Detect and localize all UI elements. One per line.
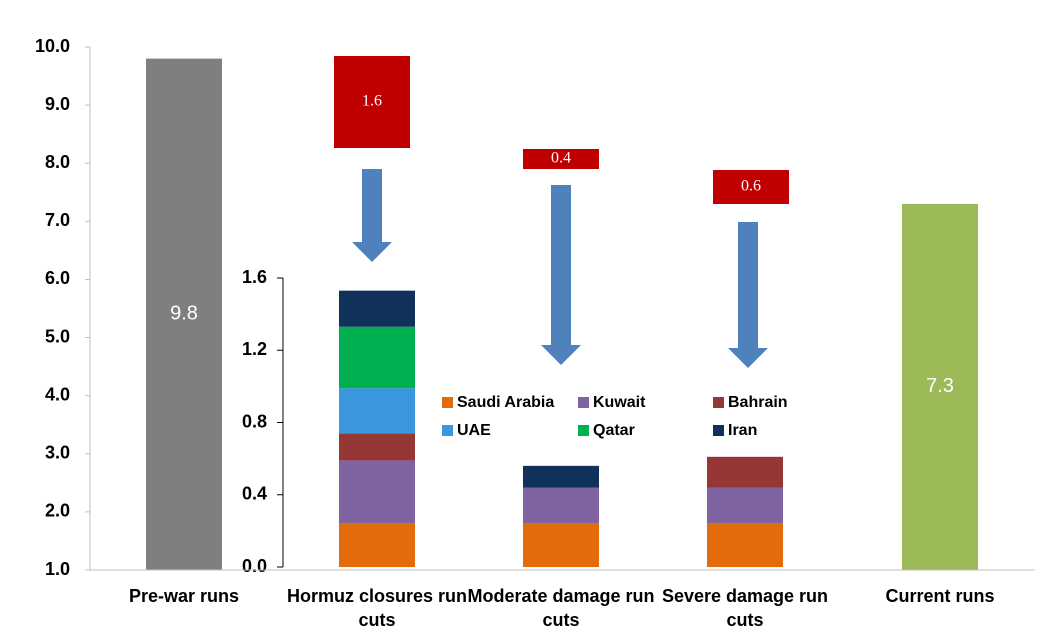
legend-swatch (578, 425, 589, 436)
legend-label: Iran (728, 422, 757, 439)
y2-tick-label: 0.8 (242, 411, 267, 431)
value-label: 7.3 (926, 375, 954, 397)
stack-segment (339, 460, 415, 524)
legend-swatch (713, 425, 724, 436)
y2-tick-label: 0.4 (242, 484, 267, 504)
stack-segment (339, 326, 415, 389)
stack-segment (339, 388, 415, 434)
y-tick-label: 4.0 (45, 384, 70, 404)
y-tick-label: 7.0 (45, 210, 70, 230)
stack-segment (707, 487, 783, 524)
y-tick-label: 10.0 (35, 36, 70, 56)
legend-label: UAE (457, 422, 491, 439)
bar (146, 58, 222, 570)
y2-tick-label: 1.6 (242, 267, 267, 287)
legend-label: Qatar (593, 422, 635, 439)
annotation-arrow (541, 185, 581, 365)
x-tick-label: Current runs (885, 586, 995, 606)
x-tick-label: Moderate damage run cuts (467, 586, 655, 630)
stack-segment (707, 456, 783, 488)
stack-segment (339, 523, 415, 567)
y2-tick-label: 1.2 (242, 339, 267, 359)
value-label: 9.8 (170, 303, 198, 325)
bar (902, 203, 978, 570)
legend-swatch (442, 397, 453, 408)
y-tick-label: 6.0 (45, 268, 70, 288)
annotation-box (523, 149, 599, 169)
legend-label: Saudi Arabia (457, 394, 554, 411)
stack-segment (339, 433, 415, 461)
legend-swatch (442, 425, 453, 436)
y-tick-label: 9.0 (45, 94, 70, 114)
legend-label: Kuwait (593, 394, 646, 411)
y2-tick-label: 0.0 (242, 556, 267, 576)
y-tick-label: 8.0 (45, 152, 70, 172)
annotation-label: 1.6 (362, 93, 382, 110)
stack-segment (523, 523, 599, 567)
legend-label: Bahrain (728, 394, 788, 411)
y-tick-label: 1.0 (45, 559, 70, 579)
annotation-box (713, 170, 789, 204)
annotation-label: 0.4 (551, 150, 571, 167)
stack-segment (523, 487, 599, 524)
annotation-arrow (728, 222, 768, 368)
y-tick-label: 2.0 (45, 501, 70, 521)
x-tick-label: Severe damage run cuts (661, 586, 829, 630)
y-tick-label: 5.0 (45, 326, 70, 346)
x-tick-label: Hormuz closures run cuts (286, 586, 468, 630)
stack-segment (523, 465, 599, 488)
stack-segment (707, 523, 783, 567)
legend-swatch (713, 397, 724, 408)
annotation-box (334, 56, 410, 148)
legend-swatch (578, 397, 589, 408)
annotation-arrow (352, 169, 392, 262)
x-tick-label: Pre-war runs (128, 586, 240, 606)
annotation-label: 0.6 (741, 178, 761, 195)
stack-segment (339, 290, 415, 327)
y-tick-label: 3.0 (45, 443, 70, 463)
